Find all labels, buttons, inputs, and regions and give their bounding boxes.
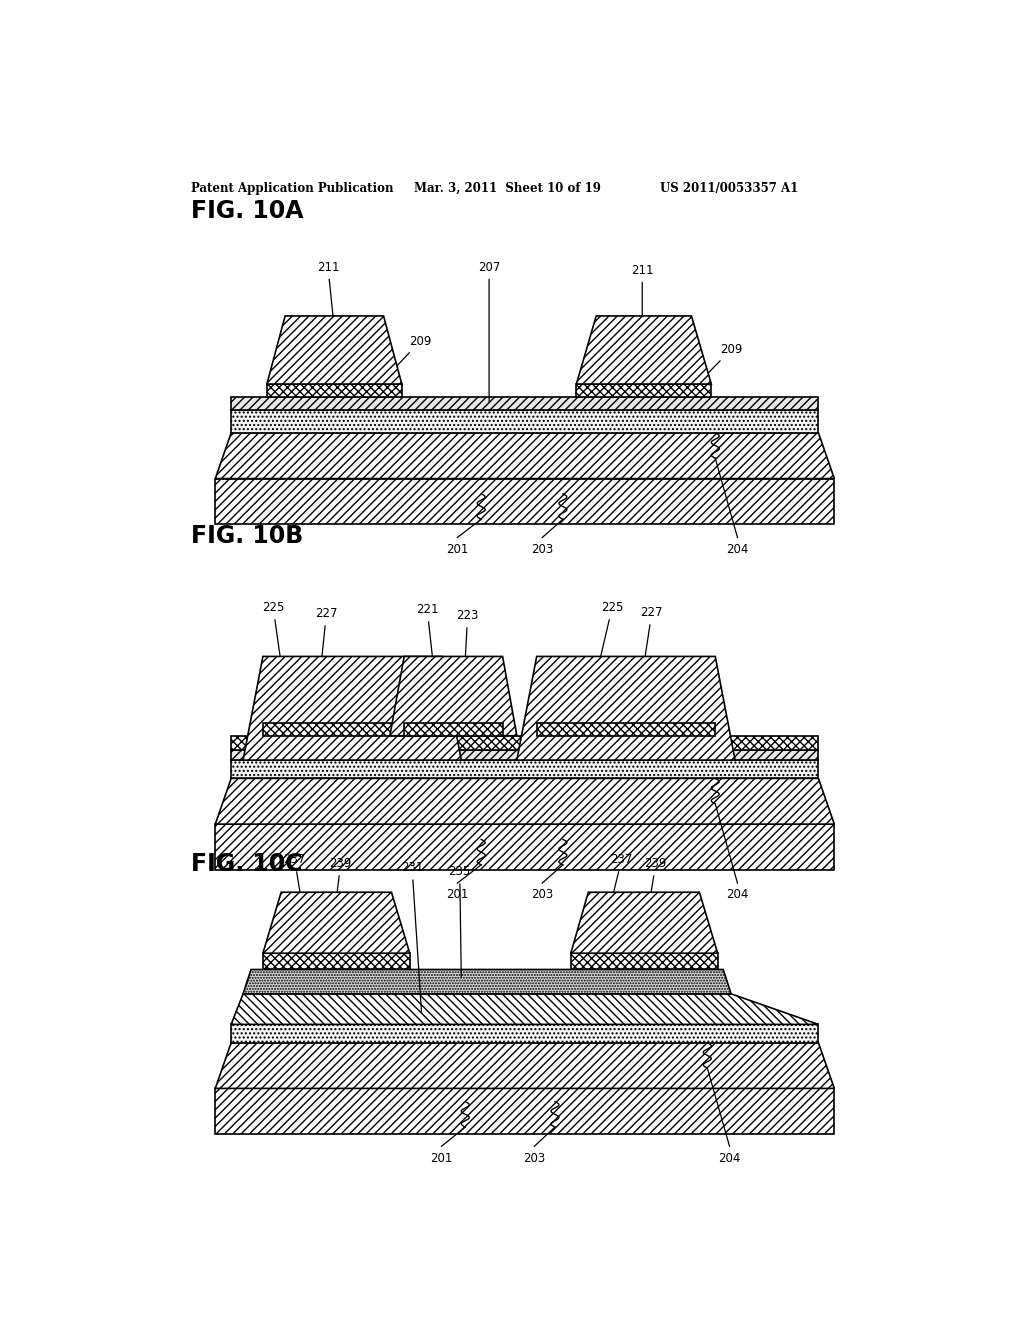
- Text: 221: 221: [416, 603, 438, 664]
- Polygon shape: [570, 892, 718, 953]
- Bar: [231, 750, 818, 760]
- Bar: [267, 384, 401, 397]
- Text: 211: 211: [316, 260, 339, 326]
- Polygon shape: [577, 315, 712, 384]
- Text: FIG. 10C: FIG. 10C: [191, 851, 303, 875]
- Text: 239: 239: [643, 857, 667, 944]
- Text: 237: 237: [610, 853, 633, 896]
- Bar: [231, 411, 818, 433]
- Text: 209: 209: [693, 343, 742, 388]
- Bar: [537, 722, 715, 735]
- Text: 203: 203: [523, 1152, 546, 1166]
- Text: 203: 203: [531, 888, 553, 902]
- Text: 201: 201: [430, 1152, 453, 1166]
- Bar: [404, 722, 503, 735]
- Bar: [263, 722, 441, 735]
- Bar: [577, 384, 712, 397]
- Bar: [215, 1089, 835, 1134]
- Bar: [231, 760, 818, 779]
- Polygon shape: [267, 315, 401, 384]
- Text: 235: 235: [449, 866, 471, 977]
- Text: 225: 225: [601, 601, 624, 656]
- Polygon shape: [243, 656, 461, 760]
- Text: 231: 231: [401, 862, 423, 1011]
- Text: FIG. 10A: FIG. 10A: [191, 199, 304, 223]
- Polygon shape: [517, 656, 735, 760]
- Bar: [570, 953, 718, 969]
- Bar: [263, 953, 410, 969]
- Text: 211: 211: [631, 264, 653, 326]
- Polygon shape: [215, 779, 835, 824]
- Text: 237: 237: [284, 853, 306, 895]
- Polygon shape: [263, 892, 410, 953]
- Text: 204: 204: [719, 1152, 740, 1166]
- Text: 203: 203: [531, 543, 553, 556]
- Text: 207: 207: [478, 260, 501, 401]
- Text: 227: 227: [635, 606, 663, 725]
- Polygon shape: [243, 969, 731, 994]
- Text: 204: 204: [726, 543, 749, 556]
- Text: 201: 201: [446, 543, 469, 556]
- Text: 209: 209: [376, 335, 431, 388]
- Text: Patent Application Publication: Patent Application Publication: [191, 182, 394, 195]
- Text: Mar. 3, 2011  Sheet 10 of 19: Mar. 3, 2011 Sheet 10 of 19: [414, 182, 600, 195]
- Text: 201: 201: [446, 888, 469, 902]
- Bar: [215, 479, 835, 524]
- Text: 223: 223: [457, 610, 479, 725]
- Bar: [231, 397, 818, 411]
- Polygon shape: [215, 433, 835, 479]
- Polygon shape: [390, 656, 517, 735]
- Text: FIG. 10B: FIG. 10B: [191, 524, 304, 548]
- Text: 225: 225: [262, 601, 285, 656]
- Text: US 2011/0053357 A1: US 2011/0053357 A1: [659, 182, 798, 195]
- Bar: [231, 735, 818, 750]
- Polygon shape: [231, 994, 818, 1024]
- Text: 204: 204: [726, 888, 749, 902]
- Bar: [215, 824, 835, 870]
- Bar: [231, 1024, 818, 1043]
- Polygon shape: [215, 1043, 835, 1089]
- Text: 227: 227: [314, 607, 338, 725]
- Text: 239: 239: [330, 857, 352, 944]
